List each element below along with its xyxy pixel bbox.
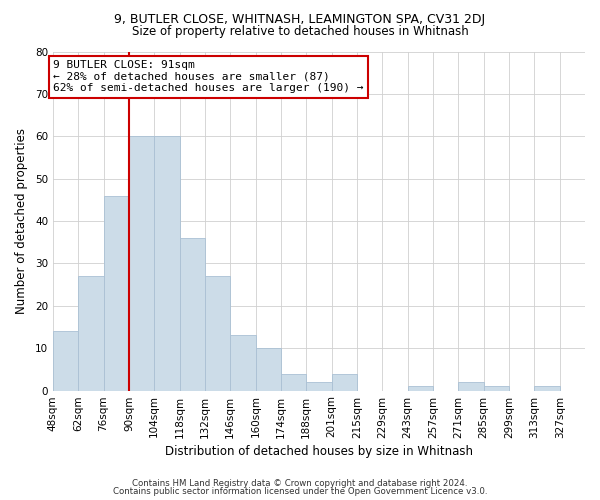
Bar (407, 386, 433, 390)
Bar (281, 374, 306, 390)
Bar (332, 374, 357, 390)
Text: 9, BUTLER CLOSE, WHITNASH, LEAMINGTON SPA, CV31 2DJ: 9, BUTLER CLOSE, WHITNASH, LEAMINGTON SP… (115, 12, 485, 26)
Bar (129, 136, 154, 390)
Y-axis label: Number of detached properties: Number of detached properties (15, 128, 28, 314)
Bar (205, 276, 230, 390)
Bar (306, 382, 332, 390)
Text: Contains HM Land Registry data © Crown copyright and database right 2024.: Contains HM Land Registry data © Crown c… (132, 478, 468, 488)
Text: Size of property relative to detached houses in Whitnash: Size of property relative to detached ho… (131, 25, 469, 38)
Bar (230, 336, 256, 390)
Bar (154, 136, 179, 390)
Bar (78, 276, 104, 390)
Bar (179, 238, 205, 390)
Text: Contains public sector information licensed under the Open Government Licence v3: Contains public sector information licen… (113, 487, 487, 496)
Bar (458, 382, 484, 390)
Bar (535, 386, 560, 390)
X-axis label: Distribution of detached houses by size in Whitnash: Distribution of detached houses by size … (165, 444, 473, 458)
Bar (104, 196, 129, 390)
Bar (484, 386, 509, 390)
Text: 9 BUTLER CLOSE: 91sqm
← 28% of detached houses are smaller (87)
62% of semi-deta: 9 BUTLER CLOSE: 91sqm ← 28% of detached … (53, 60, 364, 93)
Bar (53, 331, 78, 390)
Bar (256, 348, 281, 391)
